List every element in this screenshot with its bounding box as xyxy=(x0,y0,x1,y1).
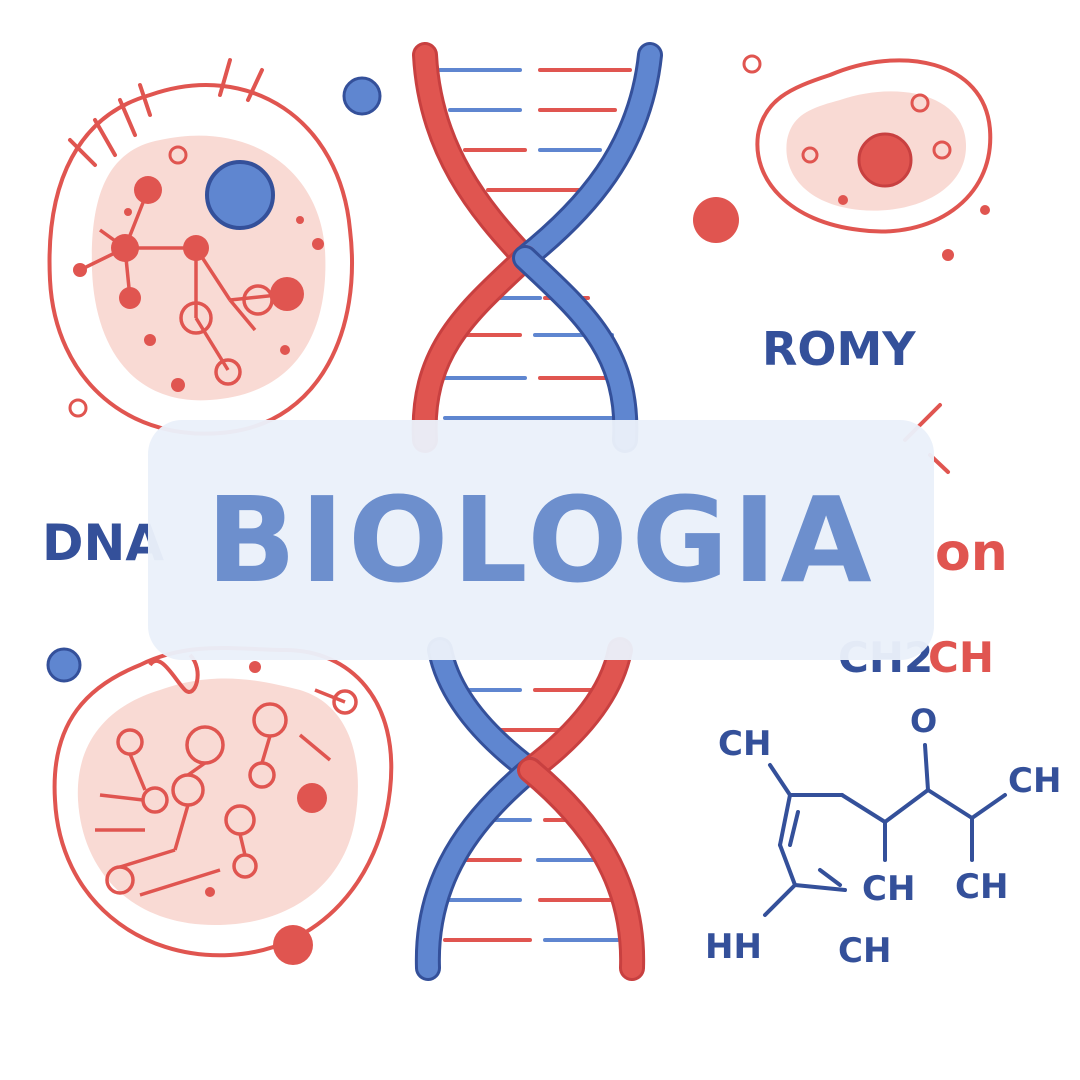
cilia xyxy=(68,58,264,167)
molecule-icon xyxy=(763,743,1007,917)
label-dna: DNA xyxy=(42,514,164,572)
dna-helix-icon xyxy=(411,42,663,981)
nucleus xyxy=(205,160,275,230)
label-on: on xyxy=(935,523,1008,583)
label-hh: HH xyxy=(705,927,762,967)
label-ch-red: CH xyxy=(928,633,994,682)
top-left-cell xyxy=(47,58,355,436)
red-dot-bottom xyxy=(273,925,313,965)
label-ch-bottom-mid: CH xyxy=(862,869,915,909)
label-ch-bottom: CH xyxy=(838,931,891,971)
bottom-left-cell xyxy=(52,646,394,958)
label-ch-right: CH xyxy=(1008,761,1061,801)
blue-dot xyxy=(342,76,382,116)
top-right-cell xyxy=(693,54,993,261)
page-title: BIOLOGIA xyxy=(206,471,876,609)
label-ch-bottom-right: CH xyxy=(955,867,1008,907)
handwritten-labels: DNA ROMY on CH2 CH CH O CH CH CH HH CH xyxy=(42,322,1061,971)
label-oxygen: O xyxy=(910,702,937,740)
title-card: BIOLOGIA xyxy=(148,420,934,660)
label-ch-top-left: CH xyxy=(718,724,771,764)
label-romy: ROMY xyxy=(762,322,916,376)
molecule-nodes xyxy=(73,176,324,392)
blue-dot-left xyxy=(46,647,82,683)
